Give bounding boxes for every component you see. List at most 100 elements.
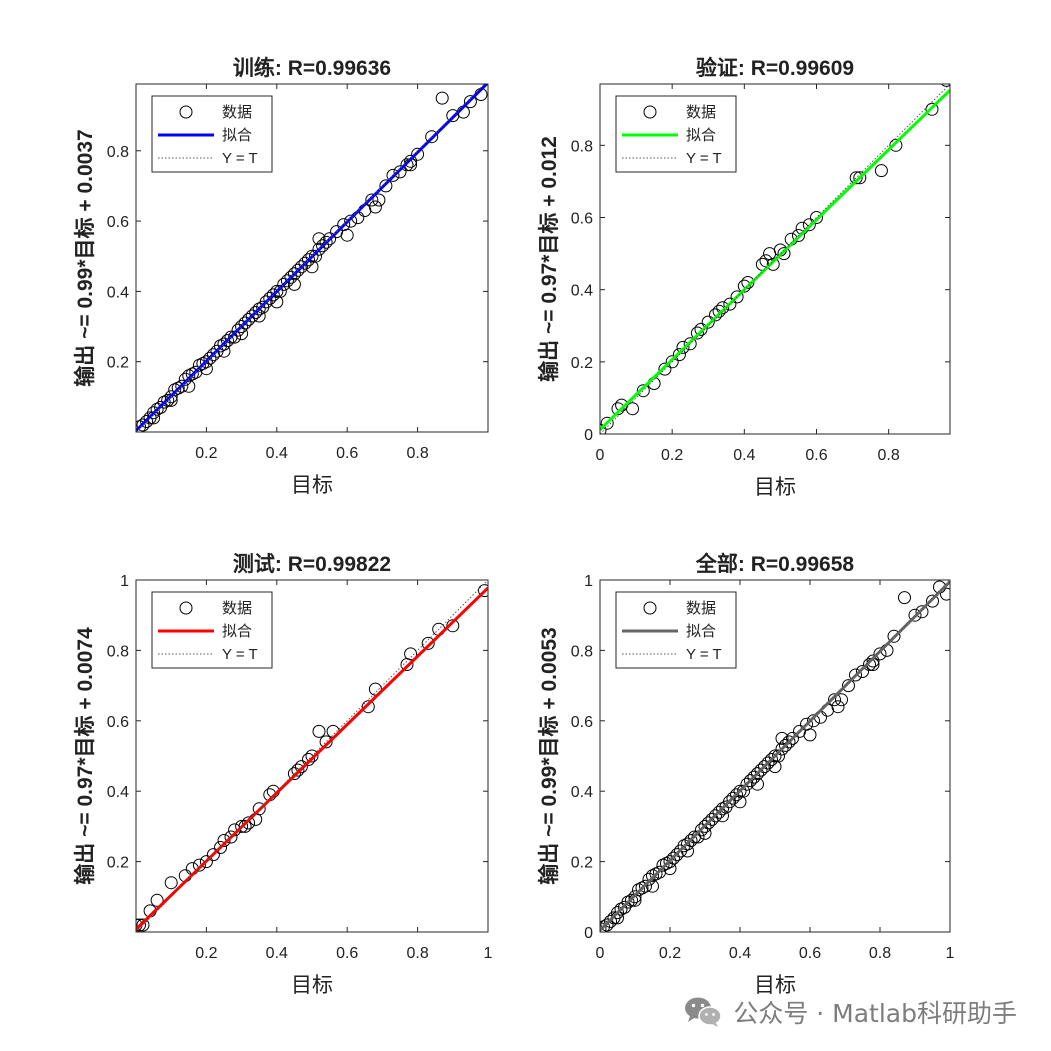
data-point (740, 777, 754, 791)
data-point (224, 830, 238, 844)
y-tick-label: 0.4 (107, 784, 129, 801)
data-point (175, 379, 189, 393)
data-point (709, 809, 722, 823)
data-point (690, 326, 704, 340)
data-point (379, 179, 393, 193)
y-axis-label: 输出 ~= 0.99*目标 + 0.0037 (73, 129, 97, 386)
plot-content (136, 580, 488, 932)
data-point (404, 647, 418, 661)
data-point (425, 130, 439, 144)
data-point (639, 879, 652, 893)
data-point (642, 872, 656, 886)
data-point (712, 304, 726, 318)
data-point (249, 306, 263, 319)
data-point (344, 214, 358, 228)
data-point (716, 301, 730, 315)
data-point (600, 918, 614, 932)
data-point (312, 724, 326, 738)
data-point (277, 277, 291, 291)
data-point (305, 260, 319, 274)
data-point (835, 693, 848, 707)
data-point (716, 802, 729, 816)
data-point (889, 138, 903, 152)
data-point (709, 308, 722, 322)
data-point (319, 735, 333, 749)
data-point (140, 415, 154, 428)
data-point (411, 147, 425, 161)
data-point (681, 837, 694, 851)
y-tick-label: 0.4 (571, 283, 593, 300)
data-point (287, 267, 301, 281)
data-point (898, 591, 911, 605)
data-point (217, 834, 231, 847)
x-tick-label: 0.2 (661, 447, 683, 464)
data-point (242, 816, 256, 830)
data-point (263, 291, 277, 305)
x-tick-label: 0 (596, 945, 605, 962)
data-point (435, 91, 449, 105)
data-point (270, 295, 284, 309)
legend-marker-data (643, 105, 657, 119)
data-point (874, 164, 888, 178)
x-tick-label: 0 (596, 447, 605, 464)
x-tick-label: 1 (946, 945, 955, 962)
y-tick-label: 0.2 (107, 855, 129, 872)
data-point (777, 247, 791, 261)
data-point (199, 855, 213, 869)
data-point (192, 858, 206, 872)
data-point (478, 584, 488, 598)
data-point (217, 337, 231, 351)
x-tick-label: 0.8 (406, 445, 428, 462)
data-point (446, 619, 460, 633)
data-point (863, 658, 876, 671)
data-point (775, 742, 789, 756)
data-point (266, 288, 280, 302)
chart-title: 验证: R=0.99609 (696, 56, 854, 80)
x-axis-label: 目标 (291, 974, 333, 997)
data-point (611, 906, 624, 920)
identity-line (136, 84, 486, 432)
x-tick-label: 0.8 (406, 945, 428, 962)
legend-label-fit: 拟合 (222, 623, 252, 640)
data-point (245, 309, 259, 323)
y-tick-label: 0.8 (107, 643, 129, 660)
axes-box (135, 579, 489, 933)
x-axis-label: 目标 (754, 476, 796, 499)
y-tick-label: 0.8 (571, 643, 593, 660)
data-point (636, 384, 650, 398)
legend-label-data: 数据 (686, 104, 716, 121)
data-point (136, 918, 150, 932)
data-point (150, 402, 164, 416)
identity-line (600, 580, 950, 932)
y-tick-label: 0 (584, 925, 593, 942)
data-point (400, 158, 414, 172)
data-point (915, 605, 929, 619)
data-point (779, 738, 792, 752)
data-point (626, 402, 639, 416)
data-point (136, 918, 146, 932)
data-point (161, 393, 175, 407)
data-point (683, 337, 697, 351)
data-point (925, 102, 939, 116)
data-point (741, 276, 755, 289)
data-point (807, 714, 820, 728)
legend-label-data: 数据 (686, 600, 716, 617)
data-point (298, 256, 312, 270)
legend-label-data: 数据 (222, 104, 252, 121)
data-point (856, 665, 869, 678)
data-point (178, 372, 192, 386)
data-point (803, 728, 817, 742)
data-point (136, 418, 150, 432)
data-point (421, 636, 435, 650)
subplot-1: 0.2 0.4 0.6 0.8 0.2 0.4 0.6 0.8 训练: R=0.99636 目标 输… (73, 56, 489, 497)
y-tick-label: 0.2 (571, 355, 593, 372)
data-point (305, 249, 319, 263)
axes-box (135, 83, 489, 433)
y-tick-label: 0.4 (571, 784, 593, 801)
plot-content (600, 84, 950, 434)
data-point (252, 302, 266, 316)
data-point (712, 805, 726, 819)
